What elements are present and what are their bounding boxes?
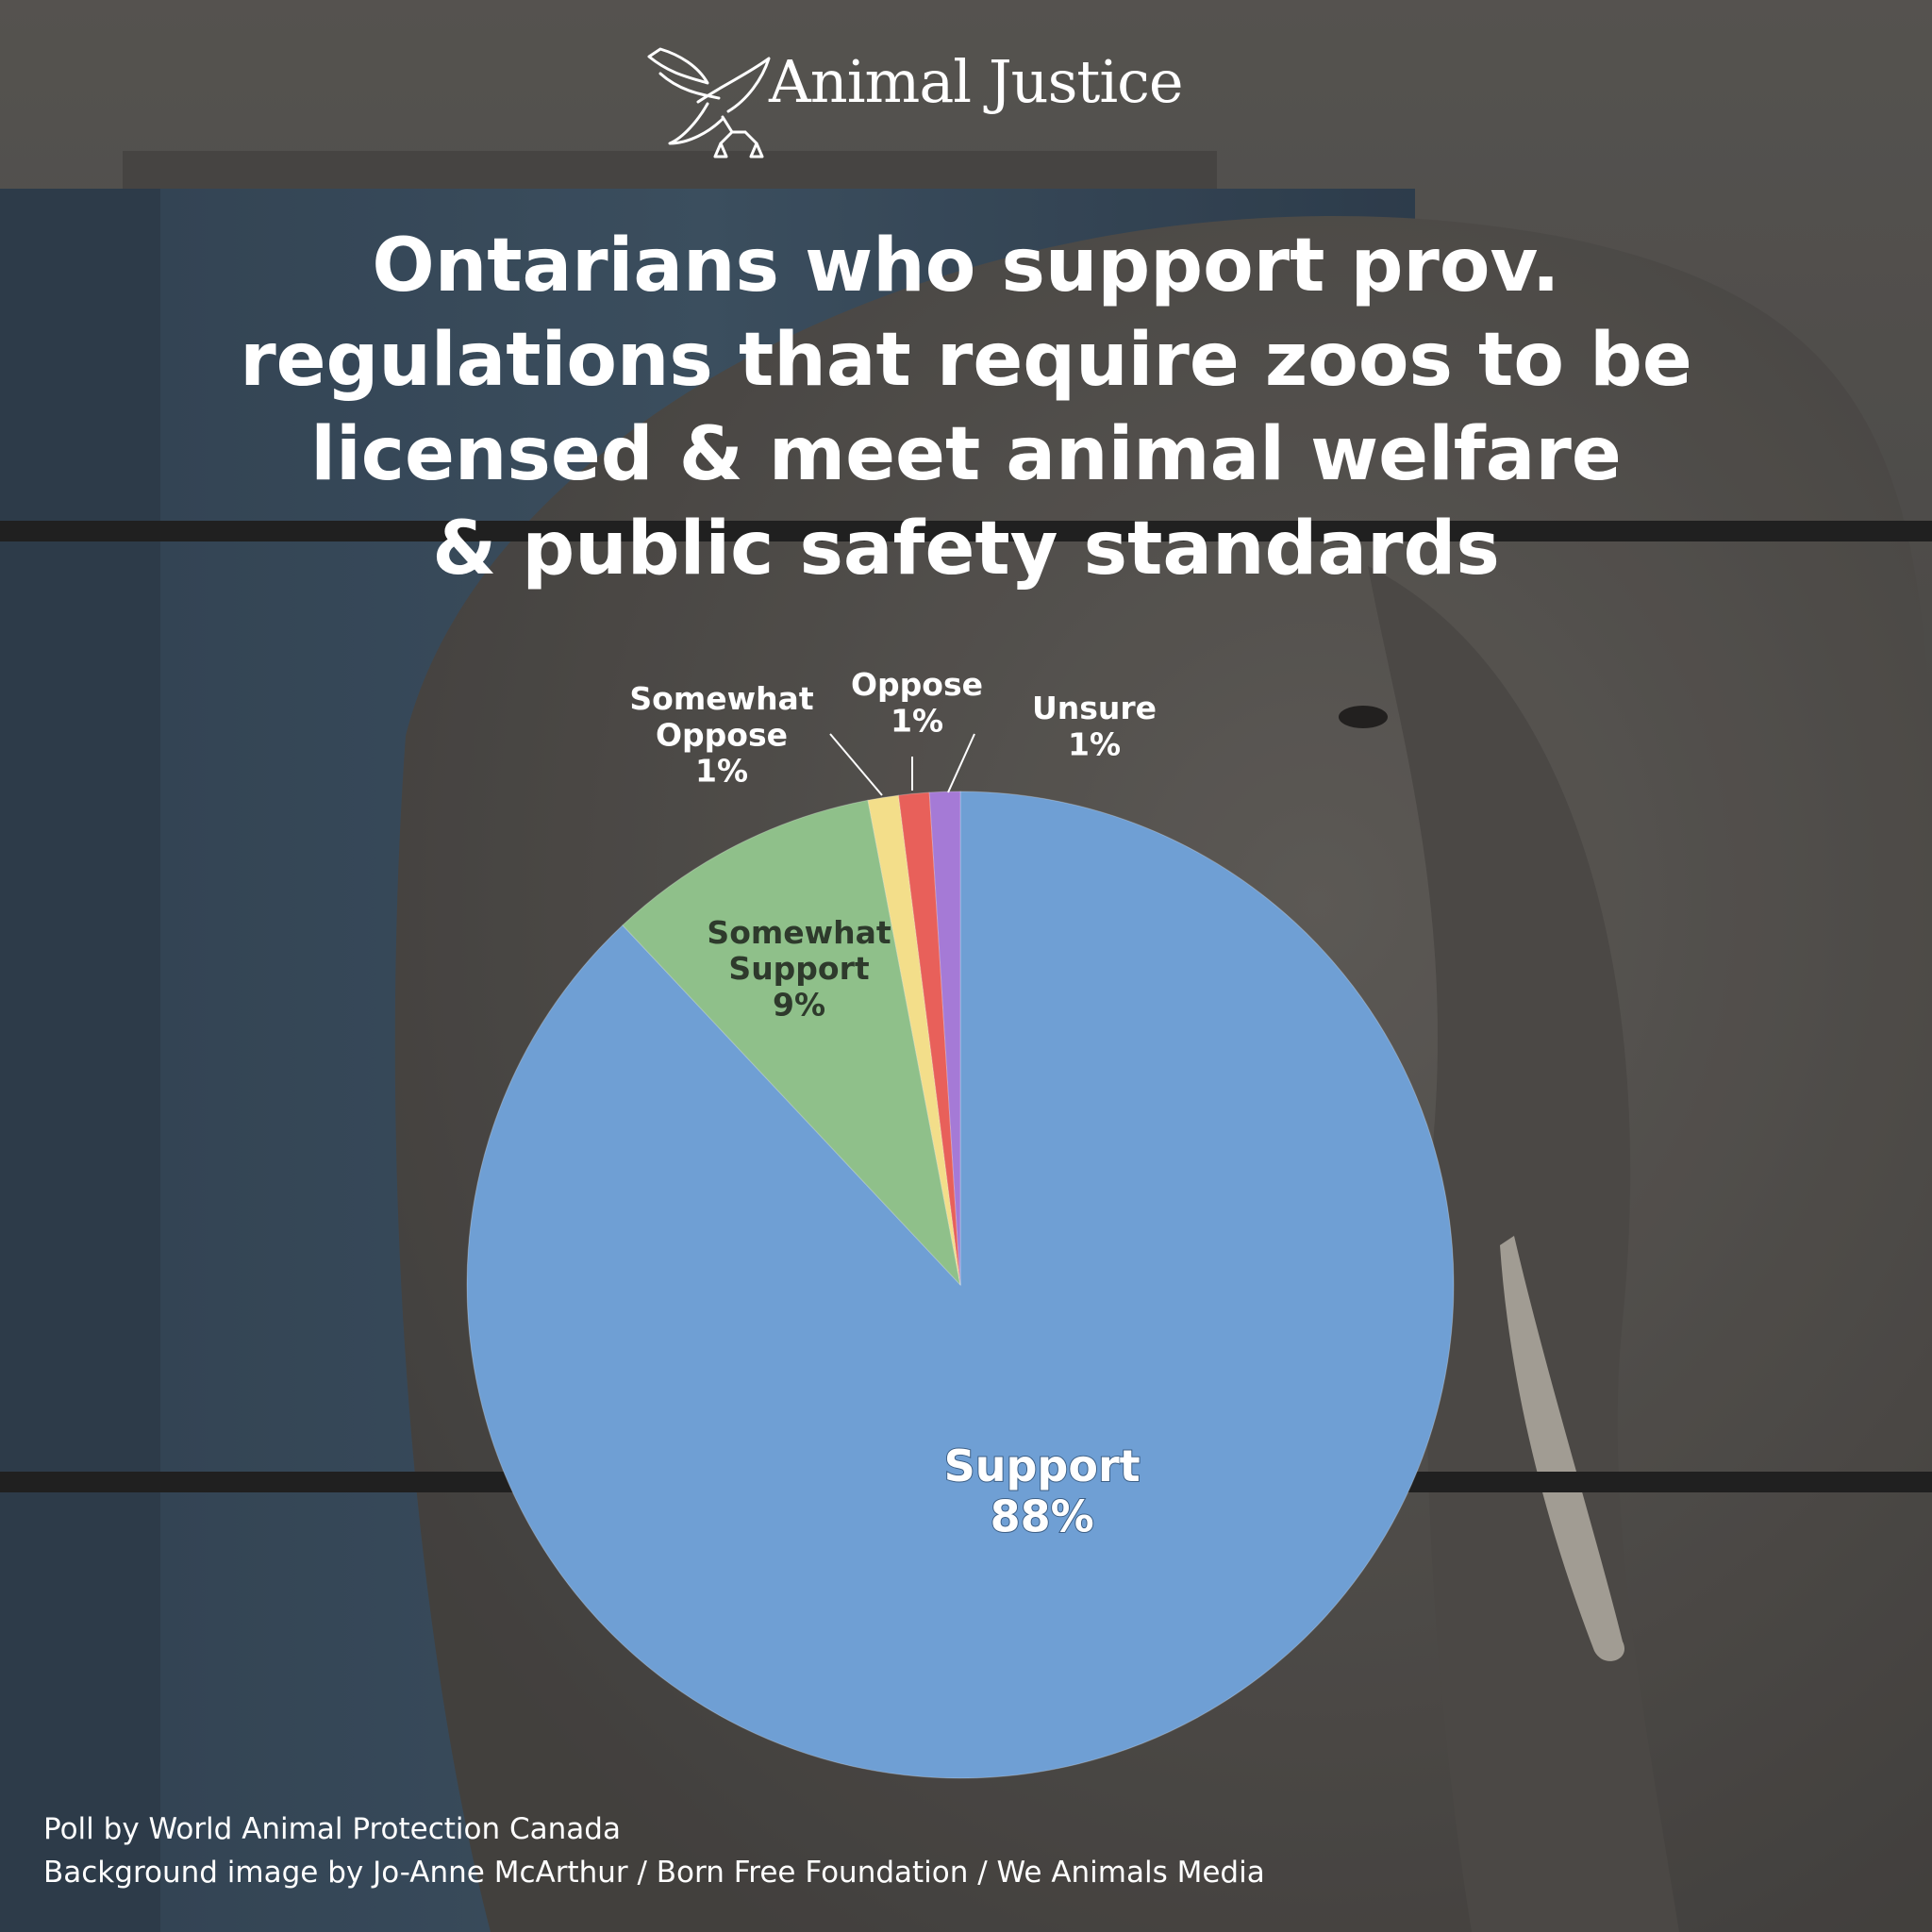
slice-label-line: Oppose: [656, 716, 788, 753]
slice-label-line: Unsure: [1032, 690, 1157, 726]
slice-label: Somewhat Support 9%: [707, 914, 891, 1024]
pie-slice: [622, 799, 961, 1287]
slice-label: Support 88%: [944, 1441, 1141, 1541]
slice-label: Oppose 1%: [851, 666, 983, 739]
slice-label-line: 1%: [891, 702, 943, 739]
slice-label-line: Somewhat: [629, 680, 813, 717]
poll-credit: Poll by World Animal Protection Canada: [43, 1812, 621, 1846]
footer-credits: Poll by World Animal Protection Canada B…: [43, 1807, 1265, 1894]
chart-title-line: regulations that require zoos to be: [240, 318, 1692, 403]
slice-label-line: 1%: [1068, 725, 1121, 762]
label-leader-line: [947, 733, 975, 793]
chart-title-line: & public safety standards: [432, 507, 1500, 591]
chart-title-line: Ontarians who support prov.: [372, 224, 1560, 308]
pie-slice: [928, 791, 961, 1286]
pie-slice: [466, 791, 1455, 1779]
slice-label-line: 88%: [991, 1491, 1094, 1542]
slice-label: Unsure 1%: [1032, 690, 1157, 762]
slice-label-line: Support: [944, 1441, 1141, 1491]
slice-label-line: Somewhat: [707, 914, 891, 951]
pie-slice: [867, 794, 961, 1286]
brand-logo-text: Animal Justice: [769, 47, 1184, 116]
chart-title-line: licensed & meet animal welfare: [310, 412, 1622, 497]
slice-label-line: Oppose: [851, 666, 983, 703]
slice-label: Somewhat Oppose 1%: [629, 680, 813, 790]
chart-title: Ontarians who support prov. regulations …: [189, 219, 1743, 596]
image-credit: Background image by Jo-Anne McArthur / B…: [43, 1856, 1265, 1890]
pie-slice: [897, 791, 961, 1286]
dove-logo-icon: [647, 47, 771, 158]
slice-label-line: 1%: [695, 753, 748, 790]
label-leader-line: [829, 733, 883, 796]
slice-label-line: Support: [728, 950, 869, 987]
slice-label-line: 9%: [773, 986, 825, 1023]
